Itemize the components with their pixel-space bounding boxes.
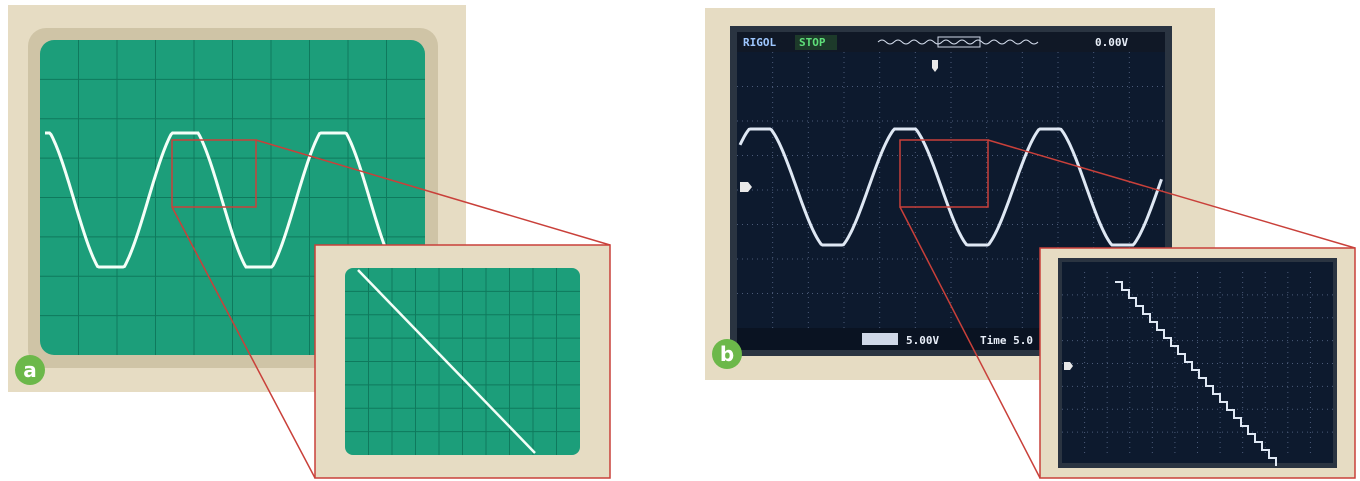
channel-marker [740,182,752,192]
waveform-zoom [1115,281,1277,466]
zoom-box [171,139,257,208]
state-bg [795,35,837,50]
zoom-line [987,139,1356,249]
zoom-line [899,206,1041,479]
channel-tag [862,333,898,345]
volts-div: 5.00V [906,334,939,347]
time-div: Time 5.0 [980,334,1033,347]
waveform-zoom [357,269,536,454]
state: STOP [799,36,826,49]
panel-label: a [23,358,37,382]
zoom-line [171,206,316,479]
grid [1062,272,1333,455]
zoom-box [899,139,989,208]
brand: RIGOL [743,36,776,49]
label-badge [15,355,45,385]
grid [345,268,580,455]
panel-label: b [720,342,734,366]
waveform [738,127,1163,247]
label-badge [712,339,742,369]
zoom-line [255,139,611,246]
channel-marker [1064,362,1073,370]
status-bar [737,32,1165,52]
trigger-level: 0.00V [1095,36,1128,49]
memory-window [937,36,981,48]
grid [40,40,425,355]
trigger-marker [932,60,938,72]
memory-bar [877,39,1039,45]
